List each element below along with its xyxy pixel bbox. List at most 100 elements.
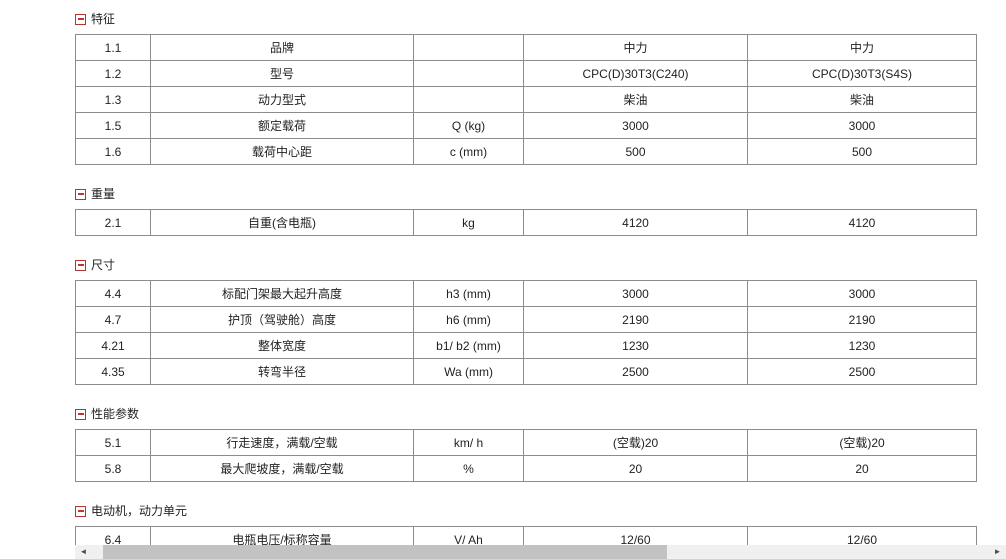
cell-value-2: 中力 bbox=[747, 34, 977, 61]
collapse-icon[interactable] bbox=[75, 188, 86, 200]
collapse-icon[interactable] bbox=[75, 408, 86, 420]
minus-glyph bbox=[77, 193, 84, 195]
cell-name: 额定载荷 bbox=[150, 112, 414, 139]
cell-name: 动力型式 bbox=[150, 86, 414, 113]
table-row: 5.1 行走速度，满载/空载 km/ h (空载)20 (空载)20 bbox=[75, 429, 977, 456]
cell-unit: kg bbox=[413, 209, 524, 236]
cell-value-1: 2190 bbox=[523, 306, 748, 333]
scrollbar-track[interactable] bbox=[92, 545, 989, 559]
minus-glyph bbox=[77, 510, 84, 512]
cell-no: 4.21 bbox=[75, 332, 151, 359]
cell-no: 5.1 bbox=[75, 429, 151, 456]
scroll-left-icon: ◄ bbox=[79, 547, 88, 556]
cell-value-2: 20 bbox=[747, 455, 977, 482]
cell-no: 4.35 bbox=[75, 358, 151, 385]
cell-unit: km/ h bbox=[413, 429, 524, 456]
cell-no: 2.1 bbox=[75, 209, 151, 236]
cell-value-1: CPC(D)30T3(C240) bbox=[523, 60, 748, 87]
cell-name: 行走速度，满载/空载 bbox=[150, 429, 414, 456]
collapse-icon[interactable] bbox=[75, 13, 86, 25]
cell-name: 转弯半径 bbox=[150, 358, 414, 385]
cell-value-1: 4120 bbox=[523, 209, 748, 236]
spec-table-features: 1.1 品牌 中力 中力 1.2 型号 CPC(D)30T3(C240) CPC… bbox=[75, 34, 977, 165]
scroll-right-button[interactable]: ► bbox=[989, 545, 1006, 559]
section-title: 尺寸 bbox=[91, 258, 116, 272]
section-title: 性能参数 bbox=[91, 407, 140, 421]
cell-name: 标配门架最大起升高度 bbox=[150, 280, 414, 307]
cell-unit: % bbox=[413, 455, 524, 482]
cell-name: 载荷中心距 bbox=[150, 138, 414, 165]
scrollbar-thumb[interactable] bbox=[103, 545, 667, 559]
cell-name: 品牌 bbox=[150, 34, 414, 61]
cell-name: 护顶（驾驶舱）高度 bbox=[150, 306, 414, 333]
cell-value-1: 3000 bbox=[523, 280, 748, 307]
cell-no: 1.1 bbox=[75, 34, 151, 61]
table-row: 5.8 最大爬坡度，满载/空载 % 20 20 bbox=[75, 455, 977, 482]
cell-no: 4.4 bbox=[75, 280, 151, 307]
section-header-weight: 重量 bbox=[75, 187, 1006, 201]
cell-no: 1.2 bbox=[75, 60, 151, 87]
cell-unit bbox=[413, 60, 524, 87]
section-header-features: 特征 bbox=[75, 12, 1006, 26]
cell-name: 自重(含电瓶) bbox=[150, 209, 414, 236]
cell-no: 1.5 bbox=[75, 112, 151, 139]
cell-name: 整体宽度 bbox=[150, 332, 414, 359]
cell-value-2: 2500 bbox=[747, 358, 977, 385]
spec-table-performance: 5.1 行走速度，满载/空载 km/ h (空载)20 (空载)20 5.8 最… bbox=[75, 429, 977, 482]
cell-unit bbox=[413, 34, 524, 61]
cell-value-1: 500 bbox=[523, 138, 748, 165]
table-row: 2.1 自重(含电瓶) kg 4120 4120 bbox=[75, 209, 977, 236]
cell-no: 5.8 bbox=[75, 455, 151, 482]
section-title: 电动机，动力单元 bbox=[91, 504, 188, 518]
collapse-icon[interactable] bbox=[75, 505, 86, 517]
cell-value-2: 3000 bbox=[747, 112, 977, 139]
table-row: 1.2 型号 CPC(D)30T3(C240) CPC(D)30T3(S4S) bbox=[75, 60, 977, 87]
cell-unit: b1/ b2 (mm) bbox=[413, 332, 524, 359]
table-row: 1.3 动力型式 柴油 柴油 bbox=[75, 86, 977, 113]
cell-value-2: 2190 bbox=[747, 306, 977, 333]
cell-unit: c (mm) bbox=[413, 138, 524, 165]
cell-unit: h6 (mm) bbox=[413, 306, 524, 333]
table-row: 4.35 转弯半径 Wa (mm) 2500 2500 bbox=[75, 358, 977, 385]
cell-value-1: 3000 bbox=[523, 112, 748, 139]
section-header-dimensions: 尺寸 bbox=[75, 258, 1006, 272]
spec-table-weight: 2.1 自重(含电瓶) kg 4120 4120 bbox=[75, 209, 977, 236]
table-row: 1.5 额定载荷 Q (kg) 3000 3000 bbox=[75, 112, 977, 139]
cell-name: 最大爬坡度，满载/空载 bbox=[150, 455, 414, 482]
minus-glyph bbox=[77, 413, 84, 415]
section-title: 重量 bbox=[91, 187, 116, 201]
section-header-motor: 电动机，动力单元 bbox=[75, 504, 1006, 518]
cell-no: 4.7 bbox=[75, 306, 151, 333]
cell-value-2: 500 bbox=[747, 138, 977, 165]
table-row: 1.6 载荷中心距 c (mm) 500 500 bbox=[75, 138, 977, 165]
cell-value-2: CPC(D)30T3(S4S) bbox=[747, 60, 977, 87]
cell-unit: Q (kg) bbox=[413, 112, 524, 139]
table-row: 4.21 整体宽度 b1/ b2 (mm) 1230 1230 bbox=[75, 332, 977, 359]
scroll-left-button[interactable]: ◄ bbox=[75, 545, 92, 559]
cell-value-2: 柴油 bbox=[747, 86, 977, 113]
scroll-right-icon: ► bbox=[993, 547, 1002, 556]
collapse-icon[interactable] bbox=[75, 259, 86, 271]
horizontal-scrollbar[interactable]: ◄ ► bbox=[75, 545, 1006, 559]
cell-value-1: 中力 bbox=[523, 34, 748, 61]
cell-name: 型号 bbox=[150, 60, 414, 87]
cell-unit: Wa (mm) bbox=[413, 358, 524, 385]
cell-value-1: 柴油 bbox=[523, 86, 748, 113]
cell-value-2: 1230 bbox=[747, 332, 977, 359]
section-header-performance: 性能参数 bbox=[75, 407, 1006, 421]
table-row: 4.4 标配门架最大起升高度 h3 (mm) 3000 3000 bbox=[75, 280, 977, 307]
cell-unit bbox=[413, 86, 524, 113]
cell-value-2: (空载)20 bbox=[747, 429, 977, 456]
table-row: 1.1 品牌 中力 中力 bbox=[75, 34, 977, 61]
minus-glyph bbox=[77, 264, 84, 266]
cell-value-2: 4120 bbox=[747, 209, 977, 236]
cell-value-1: 2500 bbox=[523, 358, 748, 385]
section-title: 特征 bbox=[91, 12, 116, 26]
cell-value-1: 20 bbox=[523, 455, 748, 482]
spec-table-dimensions: 4.4 标配门架最大起升高度 h3 (mm) 3000 3000 4.7 护顶（… bbox=[75, 280, 977, 385]
cell-no: 1.6 bbox=[75, 138, 151, 165]
minus-glyph bbox=[77, 18, 84, 20]
table-row: 4.7 护顶（驾驶舱）高度 h6 (mm) 2190 2190 bbox=[75, 306, 977, 333]
